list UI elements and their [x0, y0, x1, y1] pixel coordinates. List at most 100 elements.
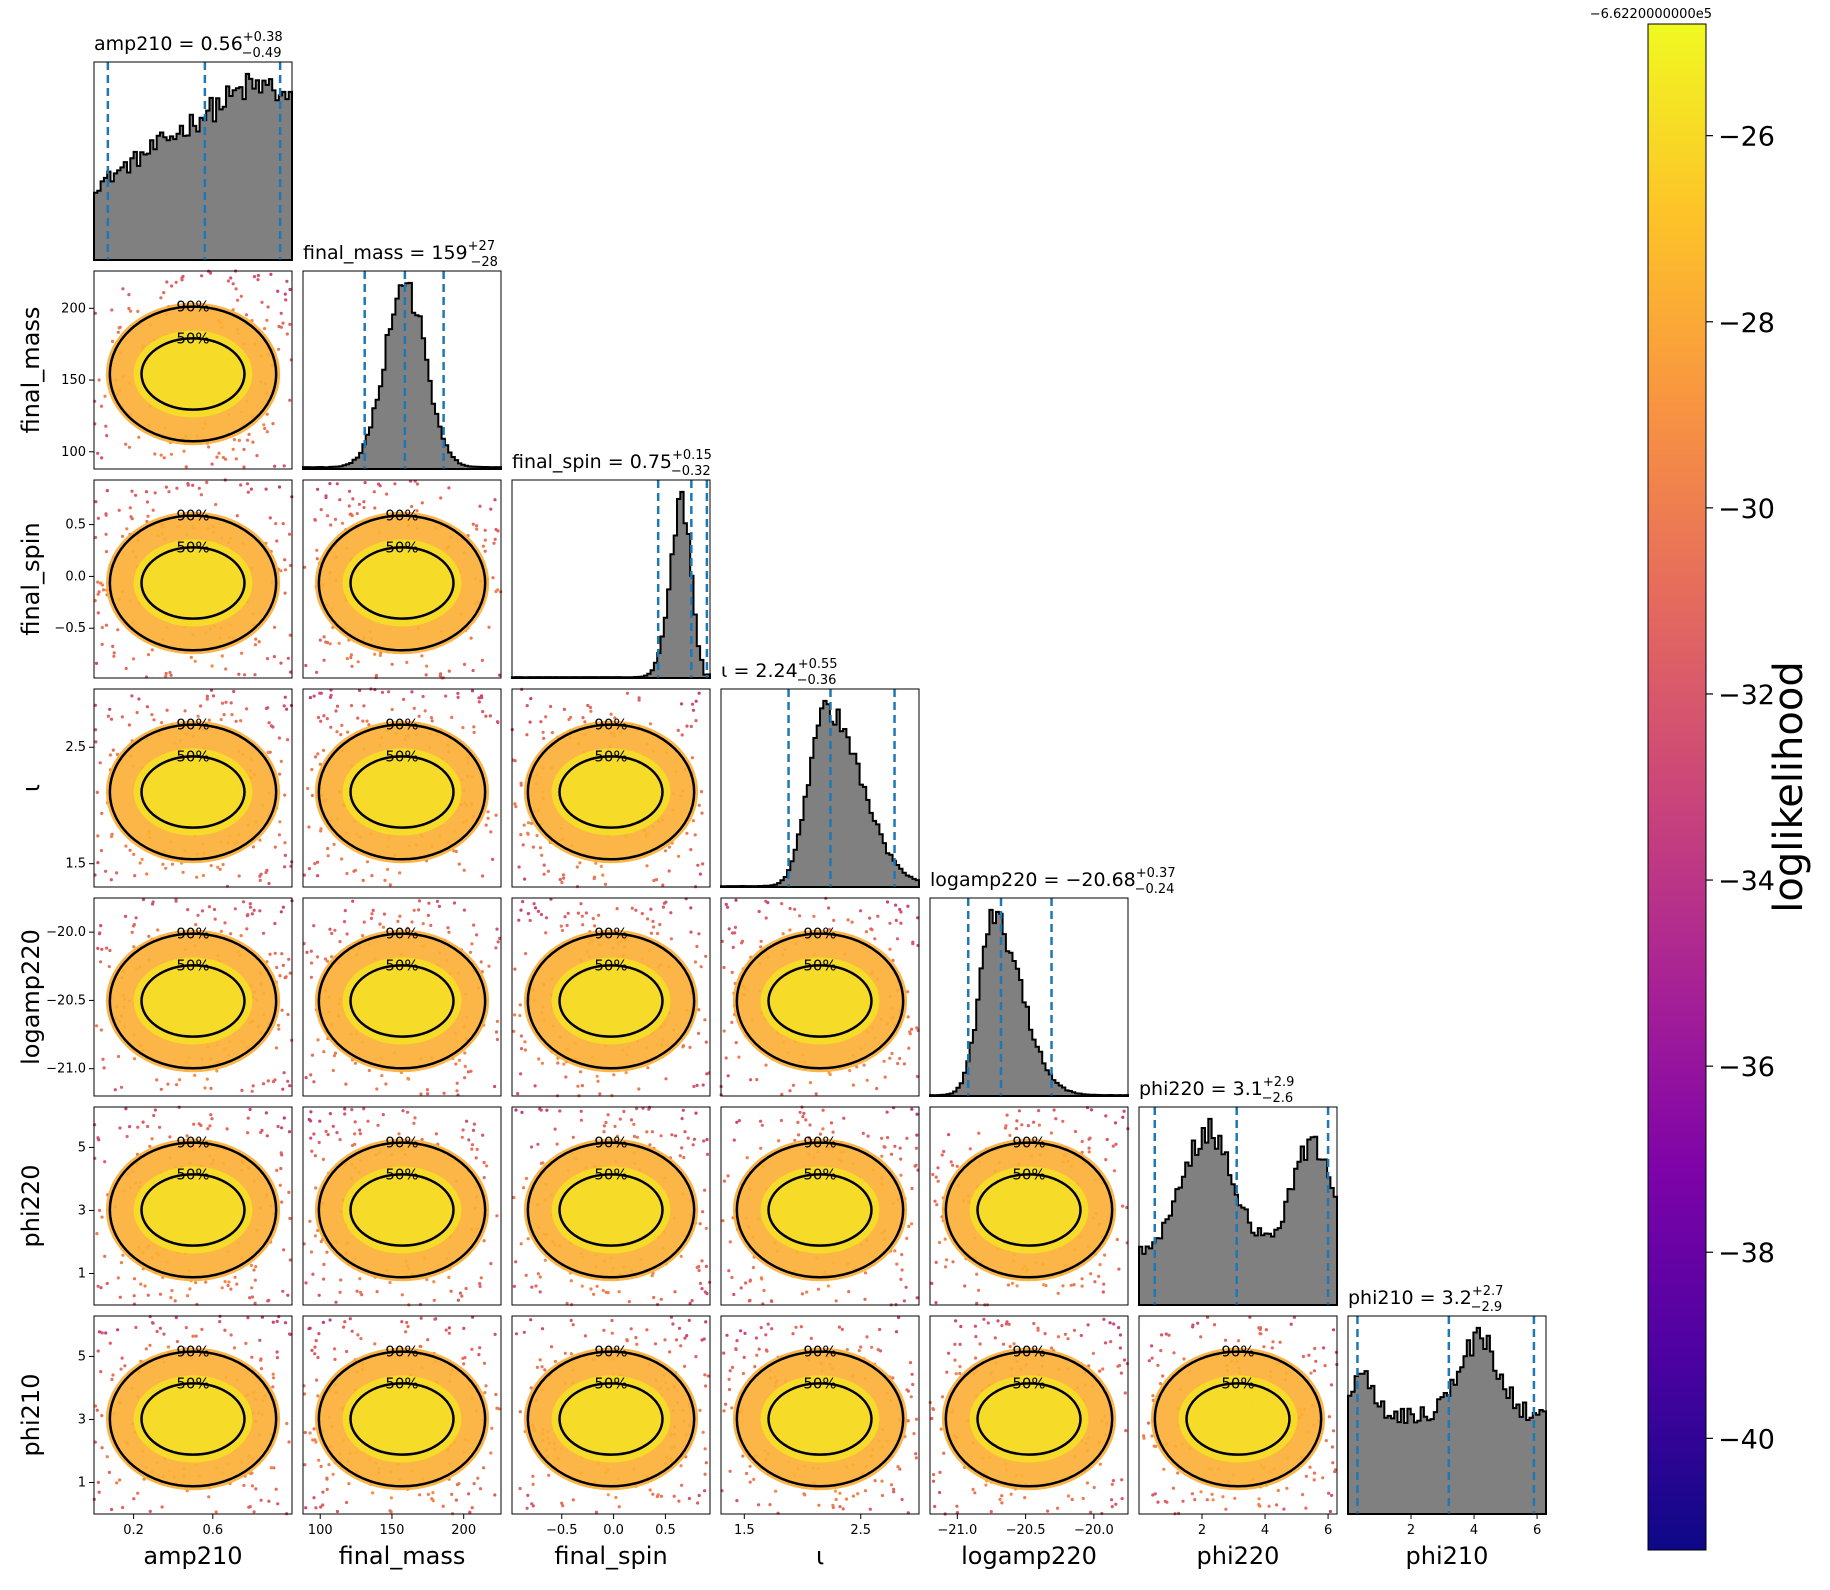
sample-point — [319, 827, 323, 831]
sample-point — [479, 1276, 483, 1280]
sample-point — [571, 1135, 575, 1139]
sample-point — [289, 703, 293, 708]
sample-point — [659, 1494, 664, 1498]
sample-point — [144, 1347, 148, 1351]
sample-point — [1124, 1429, 1128, 1433]
x-axis-label-logamp220: logamp220 — [961, 1542, 1097, 1570]
sample-point — [1199, 1490, 1203, 1494]
sample-point — [606, 1493, 610, 1497]
sample-point — [304, 1076, 308, 1080]
sample-point — [706, 1374, 710, 1378]
sample-point — [105, 489, 109, 493]
sample-point — [947, 1133, 951, 1137]
sample-point — [1117, 1363, 1122, 1368]
sample-point — [895, 937, 900, 941]
sample-point — [1104, 1114, 1108, 1118]
sample-point — [1154, 1444, 1158, 1448]
sample-point — [146, 1293, 150, 1297]
sample-point — [910, 1027, 914, 1031]
sample-point — [938, 1490, 942, 1495]
sample-point — [663, 1338, 667, 1342]
sample-point — [1163, 1499, 1167, 1503]
sample-point — [390, 662, 394, 666]
sample-point — [550, 731, 555, 735]
sample-point — [1221, 1495, 1225, 1499]
sample-point — [757, 1503, 761, 1507]
sample-point — [491, 857, 495, 862]
sample-point — [159, 296, 163, 300]
sample-point — [449, 1289, 453, 1293]
sample-point — [598, 1092, 602, 1096]
sample-point — [398, 871, 402, 875]
sample-point — [1044, 1284, 1048, 1288]
sample-point — [682, 1155, 686, 1160]
sample-point — [943, 1237, 947, 1241]
sample-point — [277, 485, 282, 489]
x-tick-label: 200 — [451, 1523, 476, 1538]
sample-point — [744, 1281, 748, 1285]
panel-frame — [720, 1106, 920, 1306]
sample-point — [447, 486, 451, 490]
contour-label-50: 50% — [176, 329, 209, 347]
sample-point — [862, 1063, 866, 1067]
sample-point — [494, 589, 498, 594]
sample-point — [322, 1262, 326, 1266]
sample-point — [535, 1365, 540, 1369]
sample-point — [254, 1265, 258, 1269]
sample-point — [200, 909, 205, 913]
sample-point — [406, 926, 410, 930]
sample-point — [912, 1432, 916, 1436]
sample-point — [271, 422, 275, 426]
sample-point — [672, 1494, 676, 1498]
sample-point — [310, 1053, 315, 1057]
sample-point — [888, 947, 892, 951]
sample-point — [519, 1047, 524, 1051]
sample-point — [1276, 1488, 1280, 1493]
sample-point — [207, 445, 211, 449]
sample-point — [426, 1338, 430, 1342]
sample-point — [105, 1281, 109, 1286]
sample-point — [97, 1138, 101, 1142]
sample-point — [1330, 1445, 1335, 1449]
sample-point — [565, 923, 569, 928]
sample-point — [174, 1316, 178, 1320]
sample-point — [224, 667, 228, 671]
sample-point — [531, 1474, 535, 1478]
contour-label-90: 90% — [385, 716, 418, 734]
sample-point — [538, 1275, 542, 1279]
sample-point — [730, 970, 734, 975]
sample-point — [640, 912, 644, 916]
sample-point — [829, 1121, 834, 1125]
y-axis-label-phi210: phi210 — [17, 1374, 45, 1457]
sample-point — [727, 1377, 731, 1381]
sample-point — [281, 905, 285, 909]
sample-point — [741, 1371, 746, 1376]
y-tick-label: 5 — [78, 1140, 86, 1155]
sample-point — [537, 1057, 541, 1061]
sample-point — [1087, 1146, 1091, 1150]
contour-90 — [735, 932, 905, 1070]
sample-point — [212, 907, 217, 912]
sample-point — [1091, 1351, 1095, 1355]
contour-label-90: 90% — [1012, 1343, 1045, 1361]
sample-point — [116, 1054, 121, 1059]
sample-point — [467, 1138, 471, 1142]
sample-point — [690, 756, 695, 760]
sample-point — [263, 426, 267, 431]
sample-point — [1080, 1284, 1084, 1288]
sample-point — [562, 1062, 566, 1066]
sample-point — [1313, 1346, 1317, 1351]
sample-point — [137, 435, 141, 439]
sample-point — [355, 1289, 359, 1293]
sample-point — [748, 1279, 752, 1283]
sample-point — [596, 1079, 600, 1083]
sample-point — [896, 1061, 900, 1066]
sample-point — [1312, 1369, 1316, 1373]
sample-point — [267, 881, 271, 886]
sample-point — [219, 929, 223, 934]
sample-point — [279, 311, 283, 315]
sample-point — [325, 1487, 329, 1491]
sample-point — [454, 849, 458, 854]
sample-point — [430, 1497, 434, 1501]
colorbar-tick-label: −40 — [1718, 1424, 1775, 1455]
